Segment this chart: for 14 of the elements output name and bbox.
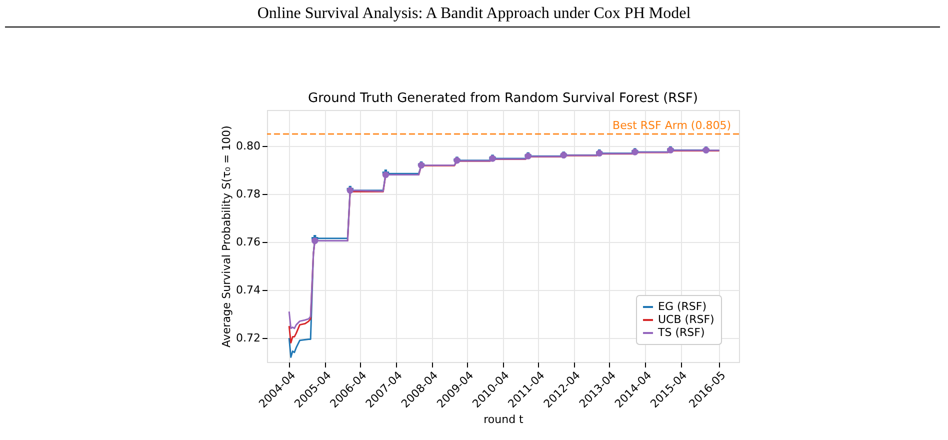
x-axis-title: round t bbox=[484, 412, 524, 426]
y-tick-label: 0.78 bbox=[236, 188, 260, 200]
legend-label: EG (RSF) bbox=[658, 300, 707, 313]
y-tick-label: 0.72 bbox=[236, 332, 260, 344]
chart-title: Ground Truth Generated from Random Survival Forest (RSF) bbox=[308, 91, 698, 106]
legend-label: TS (RSF) bbox=[657, 326, 705, 339]
y-tick-label: 0.74 bbox=[236, 284, 260, 296]
y-axis-title: Average Survival Probability S(τ₀ = 100) bbox=[220, 126, 234, 348]
ref-line-label: Best RSF Arm (0.805) bbox=[612, 119, 731, 132]
y-tick-label: 0.76 bbox=[236, 236, 260, 248]
y-tick-label: 0.80 bbox=[236, 140, 260, 152]
text: Online Survival Analysis: A Bandit Approach under Cox PH Model bbox=[257, 5, 692, 22]
legend-label: UCB (RSF) bbox=[658, 313, 714, 326]
point bbox=[312, 237, 318, 244]
